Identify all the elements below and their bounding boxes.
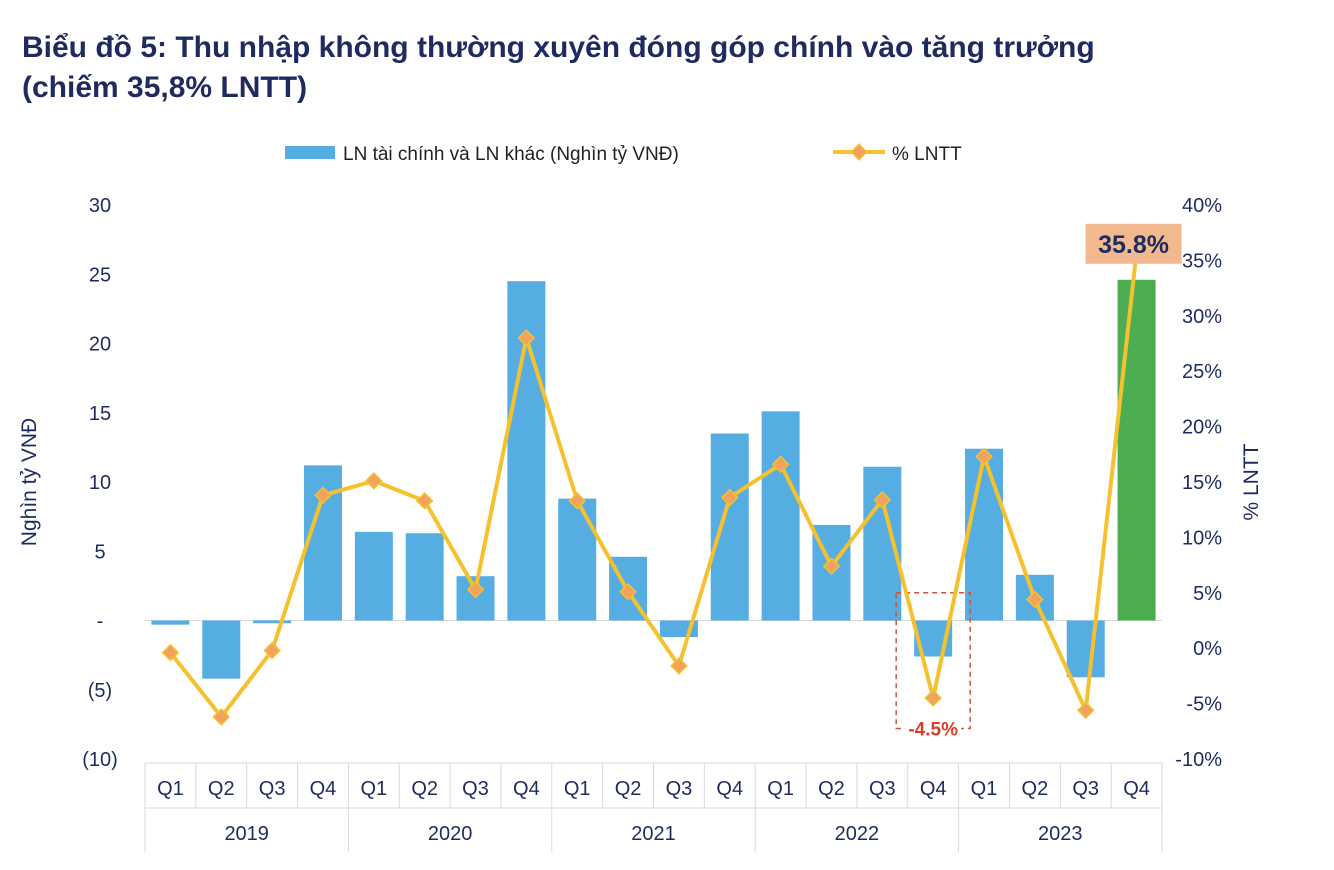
bar <box>354 531 393 621</box>
line-marker <box>568 491 587 510</box>
quarter-label: Q1 <box>767 778 794 800</box>
line-marker <box>822 557 841 576</box>
year-label: 2020 <box>428 823 473 845</box>
line-marker <box>720 488 739 507</box>
line-marker <box>517 329 536 347</box>
annotation-callout: 35.8% <box>1085 223 1182 264</box>
y2-tick-label: 0% <box>1193 638 1222 660</box>
legend-bar-label: LN tài chính và LN khác (Nghìn tỷ VNĐ) <box>343 144 679 165</box>
line-marker <box>619 582 637 601</box>
bar <box>965 448 1004 621</box>
y2-tick-label: 40% <box>1182 195 1222 217</box>
legend-line-marker <box>850 143 868 161</box>
y-axis-ticks: (10) (5) - 5 10 15 20 25 30 <box>82 195 118 771</box>
bar <box>253 620 292 624</box>
quarter-label: Q4 <box>920 778 947 800</box>
line-marker <box>263 641 281 660</box>
y2-tick-label: 5% <box>1193 583 1222 605</box>
quarter-label: Q3 <box>462 778 489 800</box>
bar-series <box>151 279 1156 679</box>
bar <box>202 620 241 679</box>
bar <box>558 498 597 621</box>
bar <box>151 620 190 625</box>
bar <box>1117 279 1156 621</box>
quarter-label: Q3 <box>1072 778 1099 800</box>
quarter-label: Q2 <box>411 778 438 800</box>
bar <box>1066 620 1105 678</box>
line-marker <box>1076 701 1095 720</box>
quarter-label: Q2 <box>615 778 642 800</box>
callout-label: 35.8% <box>1098 231 1169 259</box>
chart-title-line2: (chiếm 35,8% LNTT) <box>22 71 308 104</box>
line-marker <box>771 455 790 474</box>
quarter-label: Q2 <box>208 778 235 800</box>
bar <box>405 533 444 621</box>
line-marker <box>670 657 688 675</box>
line-marker <box>314 486 332 505</box>
line-marker <box>466 580 485 599</box>
y-tick-label: 20 <box>89 334 111 356</box>
bar <box>710 433 749 621</box>
quarter-label: Q3 <box>259 778 286 800</box>
quarter-label: Q1 <box>157 778 184 800</box>
y-tick-label: 10 <box>89 472 111 494</box>
quarter-label: Q1 <box>564 778 591 800</box>
y2-tick-label: -5% <box>1186 694 1222 716</box>
year-label: 2022 <box>835 823 880 845</box>
year-label: 2023 <box>1038 823 1083 845</box>
y-tick-label: - <box>97 611 104 633</box>
annotation-dashed-box: -4.5% <box>895 592 971 741</box>
y2-tick-label: 25% <box>1182 361 1222 383</box>
y-tick-label: 5 <box>94 541 105 563</box>
pct-line-series <box>168 251 1139 719</box>
quarter-label: Q2 <box>818 778 845 800</box>
quarter-label: Q3 <box>869 778 896 800</box>
y2-tick-label: 20% <box>1182 417 1222 439</box>
line-marker <box>161 643 180 662</box>
bar <box>761 411 800 621</box>
y-tick-label: (10) <box>82 749 118 771</box>
line-marker <box>975 447 993 466</box>
y2-tick-label: 35% <box>1182 250 1222 272</box>
y-axis-title: Nghìn tỷ VNĐ <box>18 418 41 546</box>
y2-tick-label: 10% <box>1182 527 1222 549</box>
y2-tick-label: 15% <box>1182 472 1222 494</box>
callout-box <box>1085 223 1182 264</box>
quarter-label: Q4 <box>513 778 540 800</box>
legend-bar-swatch <box>285 146 335 159</box>
y2-axis-title: % LNTT <box>1240 443 1263 520</box>
line-marker <box>1026 590 1044 609</box>
legend: LN tài chính và LN khác (Nghìn tỷ VNĐ) %… <box>285 143 962 165</box>
quarter-label: Q4 <box>310 778 337 800</box>
y-tick-label: 30 <box>89 195 111 217</box>
y-tick-label: 25 <box>89 264 111 286</box>
quarter-label: Q3 <box>666 778 693 800</box>
quarter-label: Q4 <box>716 778 743 800</box>
line-marker <box>364 472 383 490</box>
chart-title: Biểu đồ 5: Thu nhập không thường xuyên đ… <box>22 28 1312 108</box>
line-markers <box>161 329 1095 726</box>
year-label: 2019 <box>224 823 269 845</box>
quarter-label: Q1 <box>971 778 998 800</box>
y-tick-label: (5) <box>88 680 112 702</box>
annotation-label-neg: -4.5% <box>908 720 958 741</box>
annotation-label-bg <box>905 717 962 738</box>
dashed-highlight-box <box>895 592 971 730</box>
line-marker <box>873 490 892 509</box>
quarter-label: Q1 <box>360 778 387 800</box>
y-tick-label: 15 <box>89 403 111 425</box>
quarter-label: Q2 <box>1022 778 1049 800</box>
category-axis: Q1 Q2 Q3 Q4 Q1 Q2 Q3 Q4 Q1 Q2 Q3 Q4 Q1 Q2 Q3 Q4 Q1 Q2 Q3 Q4… <box>144 762 1163 852</box>
legend-line-label: % LNTT <box>892 144 962 165</box>
quarter-label: Q4 <box>1123 778 1150 800</box>
line-marker <box>212 708 231 726</box>
y2-tick-label: -10% <box>1175 749 1222 771</box>
line-marker <box>924 689 943 707</box>
y2-tick-label: 30% <box>1182 306 1222 328</box>
chart-title-line1: Biểu đồ 5: Thu nhập không thường xuyên đ… <box>22 31 1095 64</box>
y2-axis-ticks: -10% -5% 0% 5% 10% 15% 20% 25% 30% 35% 40% <box>1175 195 1222 771</box>
line-marker <box>415 491 434 510</box>
year-label: 2021 <box>631 823 676 845</box>
